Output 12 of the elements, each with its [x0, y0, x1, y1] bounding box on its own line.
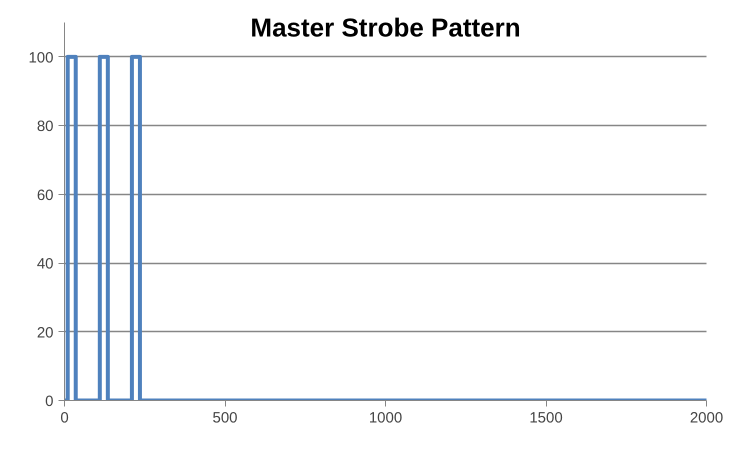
- y-tick-label: 80: [36, 118, 54, 136]
- x-tick-label: 2000: [690, 410, 724, 426]
- x-tick-label: 500: [212, 410, 238, 426]
- chart-title: Master Strobe Pattern: [250, 12, 521, 42]
- x-tick-label: 1000: [368, 410, 402, 426]
- y-tick-label: 100: [28, 49, 54, 66]
- y-tick-label: 20: [36, 324, 54, 342]
- x-tick-label: 1500: [529, 410, 563, 426]
- y-tick-label: 0: [45, 393, 54, 410]
- y-tick-label: 40: [36, 256, 54, 273]
- y-tick-label: 60: [36, 186, 54, 204]
- x-tick-label: 0: [60, 410, 69, 426]
